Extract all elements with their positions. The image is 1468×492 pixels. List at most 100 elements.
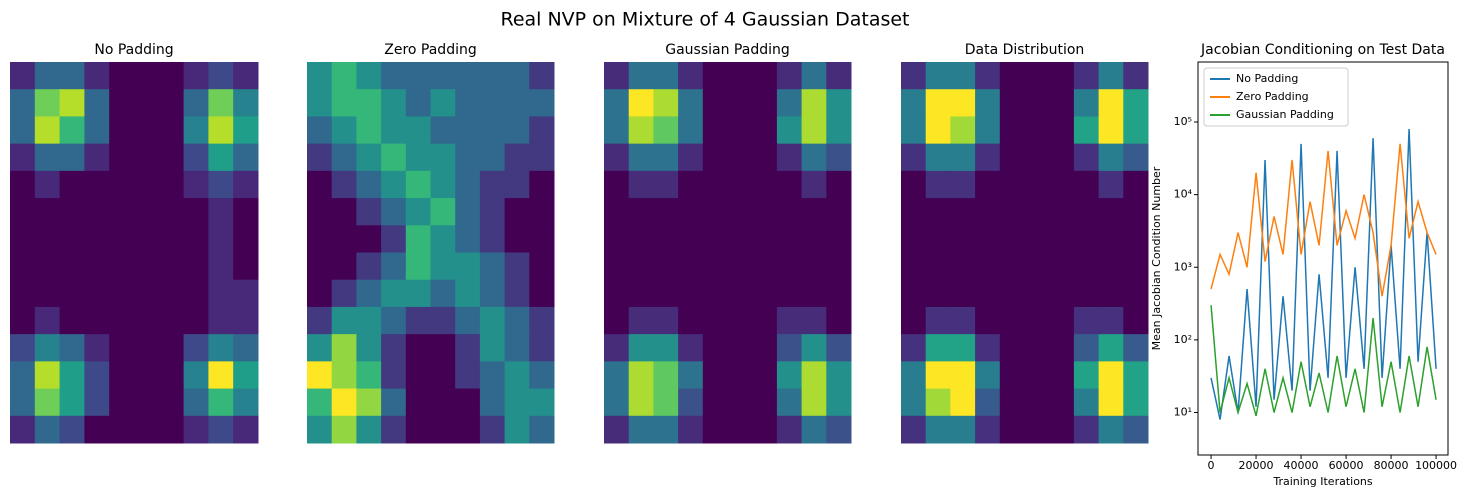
heatmap-cell: [479, 388, 506, 417]
heatmap-cell: [331, 143, 357, 172]
heatmap-cell: [1073, 116, 1100, 145]
heatmap-cell: [10, 170, 36, 199]
heatmap-cell: [479, 415, 506, 444]
heatmap-cell: [702, 388, 728, 417]
heatmap-cell: [1049, 143, 1075, 172]
heatmap-cell: [604, 143, 630, 172]
heatmap-cell: [10, 143, 36, 172]
heatmap-cell: [307, 89, 333, 117]
heatmap-cell: [653, 334, 679, 362]
heatmap-cell: [826, 361, 852, 390]
heatmap-cell: [158, 170, 185, 199]
heatmap-cell: [702, 143, 728, 172]
heatmap-cell: [1024, 361, 1050, 390]
heatmap-cell: [1049, 334, 1075, 362]
heatmap-cell: [208, 361, 234, 390]
heatmap-cell: [183, 388, 209, 417]
heatmap-cell: [925, 62, 951, 90]
heatmap-cell: [678, 225, 704, 253]
heatmap-cell: [529, 415, 555, 444]
heatmap-cell: [479, 306, 506, 335]
heatmap-cell: [999, 361, 1025, 390]
heatmap-cell: [529, 279, 555, 308]
heatmap-cell: [158, 279, 185, 308]
heatmap-cell: [109, 334, 135, 362]
heatmap-cell: [752, 225, 778, 253]
heatmap-cell: [1049, 252, 1075, 281]
heatmap-cell: [479, 361, 506, 390]
heatmap-cell: [34, 170, 61, 199]
heatmap-cell: [455, 334, 481, 362]
heatmap-cell: [59, 198, 85, 226]
heatmap-cell: [34, 225, 61, 253]
heatmap-cell: [208, 198, 234, 226]
heatmap-cell: [628, 116, 654, 145]
heatmap-cell: [604, 361, 630, 390]
heatmap-cell: [653, 170, 679, 199]
heatmap-cell: [975, 415, 1001, 444]
heatmap-cell: [455, 116, 481, 145]
heatmap-cell: [331, 252, 357, 281]
heatmap-cell: [801, 62, 827, 90]
heatmap-cell: [653, 252, 679, 281]
heatmap-cell: [381, 279, 407, 308]
heatmap-cell: [1123, 116, 1149, 145]
heatmap-cell: [59, 334, 85, 362]
heatmap-cell: [1049, 62, 1075, 90]
heatmap-cell: [34, 143, 61, 172]
heatmap-cell: [307, 279, 333, 308]
heatmap-cell: [356, 89, 382, 117]
heatmap-cell: [158, 198, 185, 226]
heatmap-cell: [59, 225, 85, 253]
heatmap-cell: [59, 279, 85, 308]
heatmap-cell: [430, 143, 456, 172]
heatmap-cell: [504, 143, 530, 172]
heatmap-cell: [84, 279, 110, 308]
heatmap-cell: [999, 415, 1025, 444]
heatmap-cell: [826, 225, 852, 253]
heatmap-cell: [776, 143, 803, 172]
heatmap-cell: [752, 252, 778, 281]
heatmap-cell: [826, 279, 852, 308]
x-tick-label: 60000: [1329, 459, 1364, 472]
heatmap-cell: [801, 89, 827, 117]
heatmap-cell: [1073, 334, 1100, 362]
heatmap-cell: [430, 89, 456, 117]
heatmap-cell: [925, 170, 951, 199]
heatmap-cell: [10, 89, 36, 117]
heatmap-cell: [233, 415, 259, 444]
heatmap-cell: [1049, 225, 1075, 253]
heatmap-cell: [1123, 198, 1149, 226]
heatmap-cell: [158, 334, 185, 362]
heatmap-cell: [604, 225, 630, 253]
heatmap-cell: [1049, 361, 1075, 390]
heatmap-cell: [925, 198, 951, 226]
heatmap-cell: [901, 225, 927, 253]
heatmap-cell: [356, 361, 382, 390]
heatmap-cell: [405, 279, 431, 308]
heatmap-cell: [430, 415, 456, 444]
heatmap-cell: [1123, 89, 1149, 117]
heatmap-cell: [59, 306, 85, 335]
heatmap-cell: [381, 252, 407, 281]
heatmap-cell: [1024, 279, 1050, 308]
y-tick-label: 10¹: [1174, 406, 1192, 419]
heatmap-cell: [801, 415, 827, 444]
heatmap-cell: [529, 143, 555, 172]
heatmap-cell: [925, 116, 951, 145]
heatmap-cell: [678, 116, 704, 145]
heatmap-cell: [727, 279, 753, 308]
heatmap-cell: [653, 279, 679, 308]
heatmap-cell: [59, 62, 85, 90]
heatmap-cell: [801, 306, 827, 335]
heatmap-cell: [950, 143, 976, 172]
heatmap-cell: [84, 306, 110, 335]
heatmap-cell: [752, 143, 778, 172]
heatmap-cell: [405, 116, 431, 145]
heatmap-cell: [1073, 225, 1100, 253]
heatmap-cell: [183, 306, 209, 335]
heatmap-cell: [1123, 306, 1149, 335]
heatmap-cell: [1123, 143, 1149, 172]
heatmap-cell: [999, 170, 1025, 199]
heatmap-cell: [331, 279, 357, 308]
